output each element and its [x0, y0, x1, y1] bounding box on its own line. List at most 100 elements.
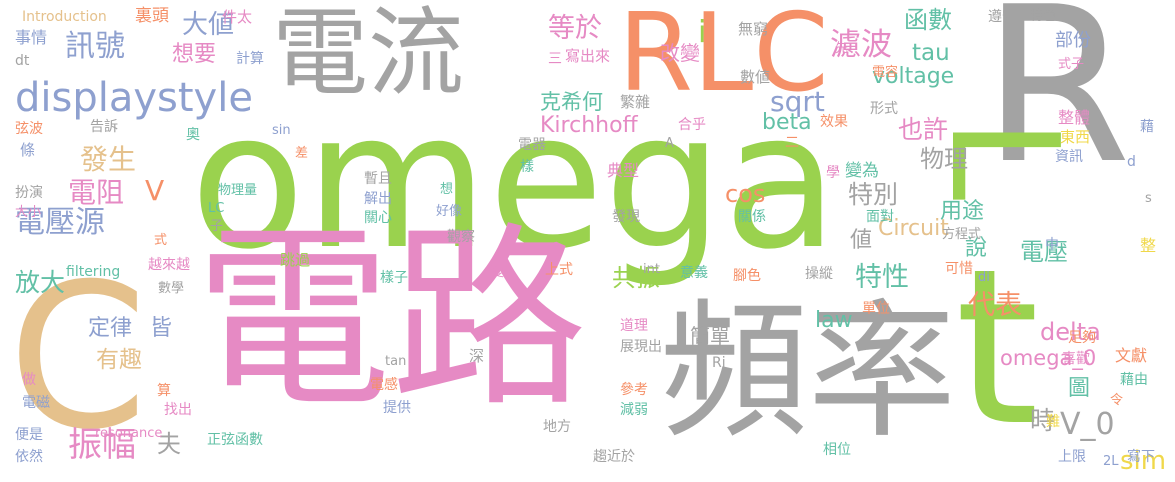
word-voltage-source: 電壓源 — [15, 205, 105, 240]
word-cos: cos — [725, 180, 766, 208]
word-bian: 變 — [490, 264, 504, 280]
word-discover: 發現 — [612, 209, 640, 225]
word-v: V — [145, 174, 165, 207]
word-sqrt: sqrt — [770, 85, 825, 118]
word-say: 說 — [965, 236, 988, 261]
word-entire: 整 — [1140, 236, 1157, 255]
word-r: R — [982, 0, 1132, 211]
word-enough: 足夠 — [1068, 330, 1096, 346]
word-filtering: filtering — [66, 264, 121, 280]
word-tan: tan — [385, 354, 407, 369]
word-resonance-zh: 共振 — [612, 264, 660, 292]
word-simple: 簡單 — [690, 324, 730, 348]
word-by: 藉 — [1140, 119, 1154, 135]
word-write-out: 寫出來 — [565, 47, 611, 65]
word-approach: 趨近於 — [593, 449, 635, 465]
word-appliance: 電器 — [518, 137, 546, 153]
word-usage: 用途 — [940, 199, 985, 224]
word-care: 關心 — [364, 210, 392, 226]
word-function: 函數 — [904, 6, 952, 34]
word-provide: 提供 — [383, 400, 411, 416]
word-max-value: 大値 — [182, 10, 235, 40]
word-do: 做 — [22, 372, 36, 388]
word-two: 二 — [785, 135, 799, 151]
word-more-and-more: 越來越 — [148, 257, 190, 273]
word-omega-0: omega_0 — [1000, 346, 1097, 370]
word-reference: 參考 — [620, 382, 648, 398]
word-equation: 方程式 — [942, 227, 982, 242]
word-equals: 等於 — [548, 13, 602, 44]
word-omega: omega — [190, 72, 839, 291]
word-tiao: 條 — [20, 141, 36, 159]
word-resistor: 電阻 — [68, 176, 125, 209]
word-part: 部份 — [1055, 30, 1091, 51]
word-kirchhoff: Kirchhoff — [540, 113, 638, 138]
word-find-out: 找出 — [164, 402, 192, 418]
word-typical: 典型 — [607, 161, 640, 180]
word-zi: 子 — [210, 219, 224, 234]
word-law: law — [815, 308, 853, 333]
word-circuit-en: Circuit — [878, 216, 949, 241]
word-frequency: 頻率 — [660, 286, 956, 458]
word-complicated: 繁雜 — [620, 93, 651, 111]
word-delta: delta — [1040, 318, 1101, 346]
word-think: 想 — [440, 182, 454, 197]
word-c: C — [8, 241, 148, 474]
word-special: 特別 — [848, 180, 899, 209]
word-manipulate: 操縱 — [805, 266, 833, 282]
word-time: 時 — [1030, 406, 1056, 435]
word-want: 想要 — [172, 42, 217, 67]
word-represent: 代表 — [968, 290, 1022, 321]
word-fu: 夫 — [157, 430, 181, 458]
word-above-formula: 上式 — [545, 262, 573, 278]
word-signal: 訊號 — [65, 29, 125, 64]
word-i: i — [698, 15, 707, 50]
word-three: 三 — [548, 51, 562, 67]
word-face: 面對 — [866, 209, 894, 225]
word-tau: tau — [912, 40, 950, 66]
word-like: 喜歡 — [1062, 351, 1090, 367]
word-form: 形式 — [870, 101, 898, 117]
word-write-down: 寫下 — [1127, 449, 1155, 465]
word-feature: 特色 — [1030, 9, 1057, 24]
word-law-zh: 定律 — [88, 316, 133, 341]
word-beta: beta — [762, 110, 812, 135]
word-value: 値 — [850, 228, 873, 253]
word-characteristic: 特性 — [855, 262, 909, 293]
word-all: 皆 — [150, 316, 173, 341]
word-change: 改變 — [660, 41, 700, 65]
word-unit: 單位 — [862, 301, 890, 317]
word-ri: Ri — [712, 355, 726, 371]
word-math: 數學 — [158, 281, 185, 296]
word-s: s — [1145, 191, 1152, 206]
word-amplitude: 振幅 — [68, 425, 136, 465]
word-kirchhoff-zh: 克希何 — [540, 90, 603, 114]
word-lc: LC — [208, 201, 225, 216]
word-v-0: V_0 — [1060, 407, 1115, 442]
word-meaning: 意義 — [680, 265, 708, 281]
word-skip: 跳過 — [280, 251, 311, 269]
word-physical-quantity: 物理量 — [218, 183, 258, 198]
word-thing: 東西 — [1060, 128, 1091, 146]
word-let: 令 — [1110, 393, 1124, 408]
word-a: A — [665, 136, 674, 151]
word-conform: 合乎 — [678, 117, 706, 133]
word-display: 展現出 — [620, 339, 662, 355]
word-numeric: 數値 — [740, 68, 771, 86]
word-relation: 關係 — [738, 209, 766, 225]
word-appearance: 樣子 — [380, 270, 408, 286]
word-obey: 遵守 — [988, 9, 1016, 25]
word-play-role: 扮演 — [15, 185, 43, 201]
word-t: t — [955, 222, 1040, 473]
word-jian-tai: 件太 — [222, 8, 253, 26]
word-di: di — [978, 270, 990, 285]
word-voltage: voltage — [872, 64, 955, 89]
word-observe: 觀察 — [447, 229, 475, 245]
word-phase: 相位 — [823, 442, 851, 458]
word-figure: 圖 — [1068, 376, 1091, 401]
word-int: int — [643, 262, 660, 277]
word-electromagnetic: 電磁 — [22, 395, 50, 411]
word-sine-wave: 弦波 — [15, 121, 43, 137]
word-inductor: 電感 — [370, 377, 398, 393]
